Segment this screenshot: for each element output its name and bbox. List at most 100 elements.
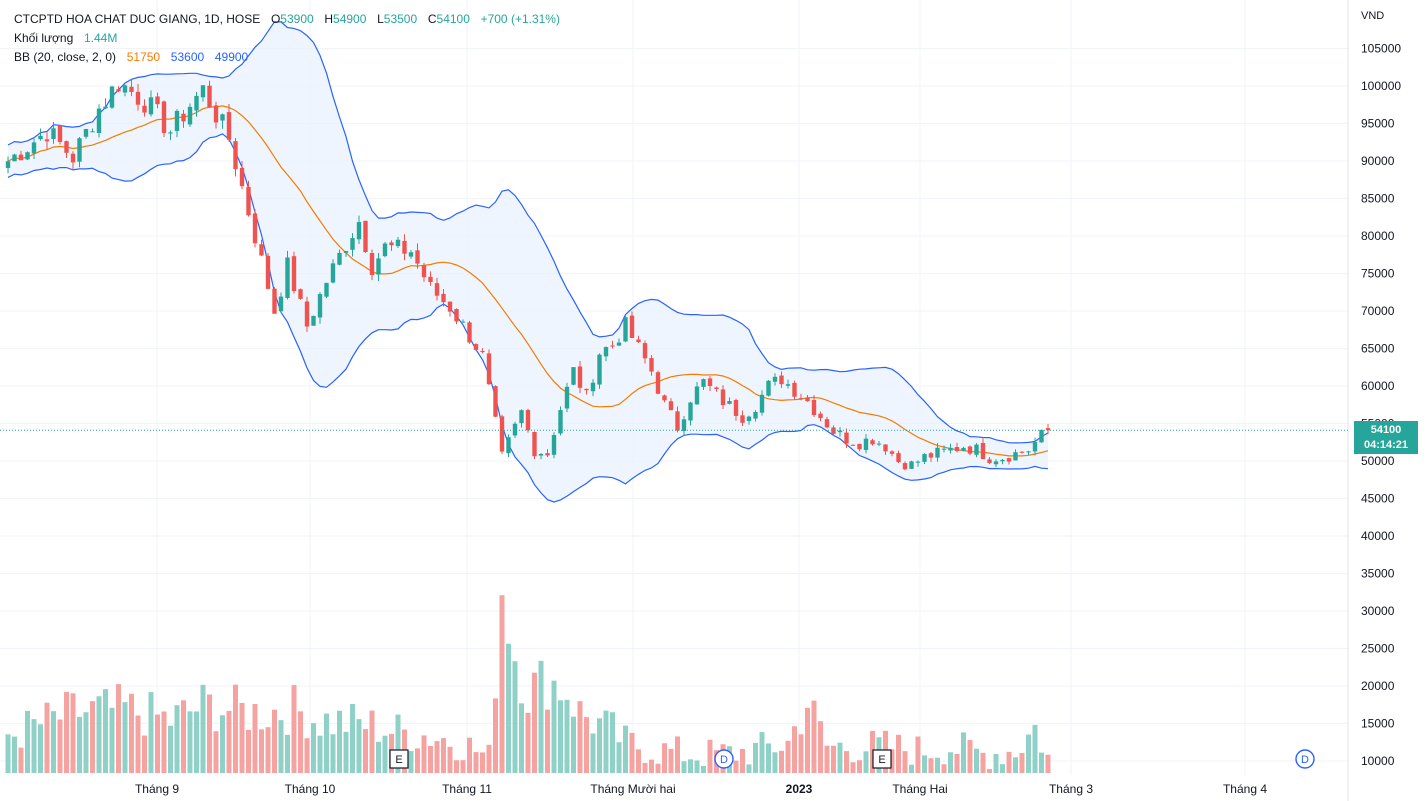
candle <box>31 138 37 160</box>
candle <box>337 249 342 266</box>
volume-bar <box>688 759 693 773</box>
candle <box>714 386 719 392</box>
candle <box>779 371 784 388</box>
volume-bar <box>343 731 349 773</box>
candle <box>655 370 661 395</box>
legend-bb-row[interactable]: BB (20, close, 2, 0) 51750 53600 49900 <box>14 48 560 67</box>
candle <box>402 234 407 261</box>
candle <box>278 292 284 313</box>
candle <box>525 408 531 433</box>
earnings-marker[interactable]: E <box>872 749 892 769</box>
volume-bar <box>642 762 648 773</box>
volume-bar <box>629 732 635 773</box>
candle <box>298 288 303 300</box>
volume-bar <box>740 748 745 773</box>
symbol-title[interactable]: CTCPTD HOA CHAT DUC GIANG, 1D, HOSE <box>14 12 261 26</box>
volume-bar <box>298 711 303 773</box>
candle <box>181 109 186 128</box>
candle <box>564 382 570 413</box>
candle <box>538 453 544 460</box>
dividend-marker[interactable]: D <box>714 749 734 769</box>
volume-bar <box>135 715 141 773</box>
candle <box>935 443 940 462</box>
candle <box>44 132 50 150</box>
volume-bar <box>519 703 524 773</box>
candle <box>590 379 596 397</box>
volume-bar <box>792 726 797 773</box>
volume-bar <box>597 718 602 773</box>
candle <box>428 271 433 286</box>
volume-bar <box>233 684 238 773</box>
volume-bar <box>824 745 830 773</box>
volume-bar <box>246 729 251 773</box>
volume-bar <box>350 704 355 773</box>
bb-basis-value: 51750 <box>126 50 161 64</box>
volume-bar <box>837 742 843 773</box>
candle <box>161 100 167 138</box>
candle <box>857 443 862 452</box>
candle <box>408 250 414 259</box>
candle <box>987 456 992 465</box>
low-value: 53500 <box>383 12 418 26</box>
candle <box>636 335 641 343</box>
candle <box>597 353 602 389</box>
volume-bar <box>181 700 186 773</box>
volume-bar <box>239 702 245 773</box>
candle <box>324 282 329 299</box>
volume-bar <box>376 741 381 773</box>
volume-bar <box>967 740 973 773</box>
candle <box>733 398 739 421</box>
volume-bar <box>707 739 713 773</box>
x-tick-label: 2023 <box>786 782 813 796</box>
candle <box>148 90 154 117</box>
volume-bar <box>213 731 219 773</box>
candle <box>317 292 323 324</box>
volume-bar <box>1006 751 1012 773</box>
candle <box>246 180 251 217</box>
candle <box>798 393 804 401</box>
y-tick-label: 65000 <box>1361 342 1395 356</box>
volume-bar <box>922 755 927 773</box>
volume-bar <box>460 760 466 773</box>
volume-bar <box>44 702 50 773</box>
candle <box>1000 459 1005 465</box>
volume-bar <box>259 729 264 773</box>
legend-volume-row[interactable]: Khối lượng 1.44M <box>14 29 560 48</box>
candle <box>837 427 843 437</box>
volume-bar <box>324 713 329 773</box>
y-tick-label: 80000 <box>1361 229 1395 243</box>
candle <box>961 446 966 452</box>
candle <box>330 259 336 284</box>
x-tick-label: Tháng 9 <box>135 782 179 796</box>
x-tick-label: Tháng Mười hai <box>590 782 675 796</box>
candle <box>109 85 115 109</box>
candle <box>129 79 134 97</box>
dividend-marker[interactable]: D <box>1295 749 1315 769</box>
volume-label: Khối lượng <box>14 31 74 45</box>
volume-bar <box>896 734 901 773</box>
legend-symbol-row: CTCPTD HOA CHAT DUC GIANG, 1D, HOSE O539… <box>14 10 560 29</box>
volume-bar <box>785 740 791 773</box>
volume-bar <box>148 692 154 773</box>
volume-bar <box>415 748 420 773</box>
candle <box>421 262 427 282</box>
candle <box>363 220 368 253</box>
volume-bar <box>441 738 446 773</box>
volume-bar <box>194 711 199 773</box>
volume-bar <box>863 751 869 773</box>
volume-bar <box>408 751 414 773</box>
candle <box>824 416 830 429</box>
volume-bar <box>733 760 739 773</box>
candle <box>506 434 511 458</box>
earnings-marker[interactable]: E <box>389 749 409 769</box>
volume-bar <box>70 693 76 773</box>
candle <box>558 406 563 436</box>
candle <box>12 153 17 162</box>
candle <box>649 355 654 376</box>
volume-bar <box>779 750 784 773</box>
volume-bar <box>265 727 271 773</box>
candle <box>499 414 505 454</box>
y-tick-label: 25000 <box>1361 642 1395 656</box>
volume-bar <box>499 595 505 773</box>
